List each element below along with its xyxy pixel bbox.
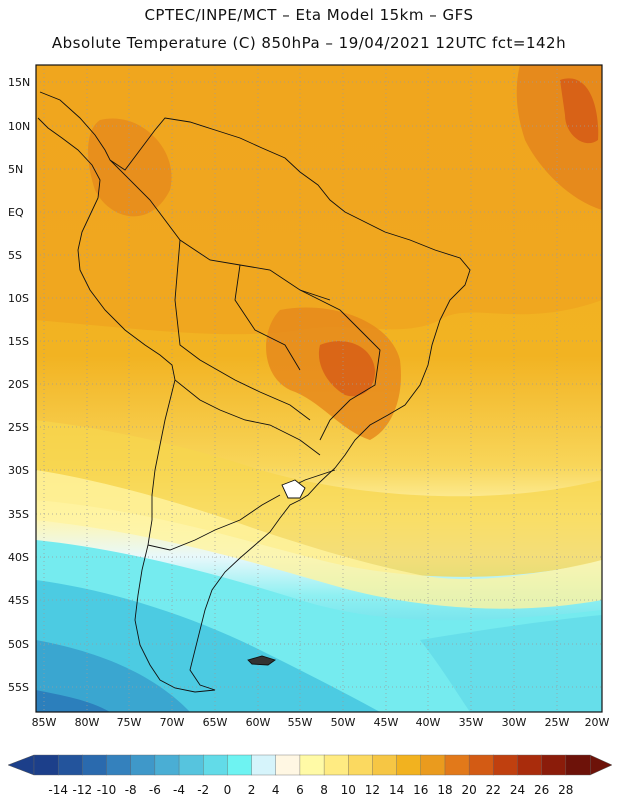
colorbar-segment	[565, 754, 591, 776]
colorbar-high-arrow	[589, 754, 613, 776]
chart-title-line2: Absolute Temperature (C) 850hPa – 19/04/…	[51, 34, 567, 52]
colorbar-segment	[444, 754, 470, 776]
lat-label: 10S	[8, 292, 29, 305]
lat-label: 25S	[8, 421, 29, 434]
lon-label: 85W	[31, 716, 57, 729]
lat-label: 15N	[8, 76, 31, 89]
colorbar-segment	[203, 754, 228, 776]
colorbar-segment	[396, 754, 422, 776]
colorbar-tick-label: 8	[320, 783, 328, 797]
colorbar-tick-label: 28	[558, 783, 574, 797]
colorbar-low-arrow	[7, 754, 35, 776]
colorbar-segment	[323, 754, 349, 776]
temperature-field	[36, 65, 602, 712]
colorbar-segment	[517, 754, 543, 776]
lat-label: 55S	[8, 681, 29, 694]
lon-label: 45W	[373, 716, 399, 729]
colorbar-segment	[275, 754, 301, 776]
lat-label: 45S	[8, 594, 29, 607]
colorbar-segment	[130, 754, 156, 776]
colorbar-tick-label: 16	[413, 783, 429, 797]
colorbar-segment	[154, 754, 180, 776]
colorbar-tick-label: 2	[247, 783, 256, 797]
colorbar-tick-label: -2	[197, 783, 210, 797]
colorbar-tick-label: 24	[509, 783, 526, 797]
colorbar-tick-label: -4	[173, 783, 186, 797]
lon-label: 80W	[74, 716, 100, 729]
coastline	[37, 91, 471, 693]
colorbar-segment	[348, 754, 373, 776]
colorbar-tick-label: 6	[296, 783, 304, 797]
colorbar-segment	[251, 754, 277, 776]
lon-label: 65W	[202, 716, 228, 729]
colorbar-segment	[178, 754, 204, 776]
colorbar-segment	[541, 754, 567, 776]
colorbar-tick-label: 20	[461, 783, 477, 797]
colorbar-tick-label: 0	[223, 783, 232, 797]
colorbar-segment	[299, 754, 325, 776]
colorbar-tick-label: -6	[148, 783, 161, 797]
map-frame	[35, 64, 603, 713]
colorbar-tick-label: -12	[72, 783, 93, 797]
lat-label: EQ	[8, 206, 24, 219]
colorbar-tick-label: 12	[364, 783, 381, 797]
chart-title-line1: CPTEC/INPE/MCT – Eta Model 15km – GFS	[144, 6, 474, 24]
lat-label: 5S	[8, 249, 22, 262]
lat-label: 30S	[8, 464, 29, 477]
colorbar-tick-label: 22	[485, 783, 501, 797]
lon-label: 50W	[330, 716, 356, 729]
colorbar-tick-label: 18	[437, 783, 453, 797]
colorbar-segment	[372, 754, 398, 776]
lon-label: 40W	[415, 716, 441, 729]
lat-label: 20S	[8, 378, 29, 391]
lon-label: 75W	[116, 716, 142, 729]
lat-label: 50S	[8, 638, 29, 651]
colorbar-segment	[420, 754, 446, 776]
lon-label: 20W	[584, 716, 610, 729]
lat-label: 5N	[8, 163, 24, 176]
lat-label: 10N	[8, 120, 31, 133]
colorbar-segment	[227, 754, 253, 776]
lon-label: 70W	[159, 716, 185, 729]
lon-label: 35W	[458, 716, 484, 729]
colorbar-tick-label: 4	[271, 783, 280, 797]
colorbar-tick-label: 10	[340, 783, 356, 797]
colorbar-tick-label: -8	[124, 783, 137, 797]
lon-label: 55W	[287, 716, 313, 729]
colorbar-tick-label: -10	[96, 783, 117, 797]
colorbar-segment	[57, 754, 83, 776]
color-bar	[7, 754, 613, 776]
colorbar-tick-label: -14	[48, 783, 68, 797]
lon-label: 60W	[245, 716, 271, 729]
lon-label: 30W	[501, 716, 527, 729]
lat-label: 40S	[8, 551, 29, 564]
colorbar-segment	[106, 754, 132, 776]
colorbar-tick-label: 26	[534, 783, 550, 797]
lon-label: 25W	[544, 716, 570, 729]
colorbar-segment	[33, 754, 59, 776]
colorbar-segment	[82, 754, 108, 776]
colorbar-segment	[468, 754, 494, 776]
colorbar-tick-label: 14	[388, 783, 405, 797]
lat-label: 35S	[8, 508, 29, 521]
lat-label: 15S	[8, 335, 29, 348]
colorbar-segment	[493, 754, 518, 776]
